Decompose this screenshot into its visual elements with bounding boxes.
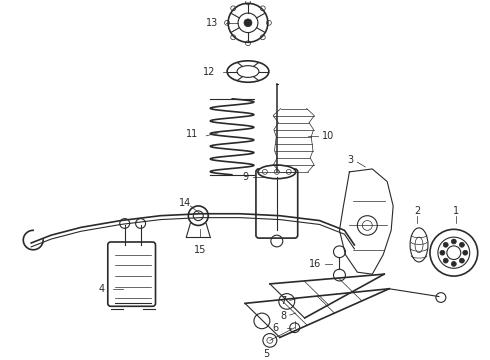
Text: 15: 15 <box>194 245 206 255</box>
Text: 4: 4 <box>98 284 105 294</box>
Circle shape <box>451 239 456 244</box>
Circle shape <box>443 242 448 247</box>
Circle shape <box>460 258 465 263</box>
Text: 11: 11 <box>186 129 198 139</box>
Text: 6: 6 <box>272 323 279 333</box>
Text: 8: 8 <box>281 311 287 321</box>
Text: 2: 2 <box>414 206 420 216</box>
Text: 5: 5 <box>263 349 269 359</box>
Text: 14: 14 <box>179 198 192 208</box>
Text: 12: 12 <box>203 67 215 77</box>
Circle shape <box>460 242 465 247</box>
Ellipse shape <box>258 165 295 179</box>
Text: 13: 13 <box>206 18 218 28</box>
Circle shape <box>443 258 448 263</box>
Circle shape <box>451 261 456 266</box>
Circle shape <box>440 250 445 255</box>
Text: 10: 10 <box>321 131 334 141</box>
Text: 16: 16 <box>309 260 321 269</box>
Circle shape <box>463 250 468 255</box>
Text: 9: 9 <box>243 172 249 182</box>
Text: 7: 7 <box>280 296 287 306</box>
Circle shape <box>244 19 252 27</box>
Text: 1: 1 <box>453 206 459 216</box>
Text: 3: 3 <box>347 155 353 165</box>
